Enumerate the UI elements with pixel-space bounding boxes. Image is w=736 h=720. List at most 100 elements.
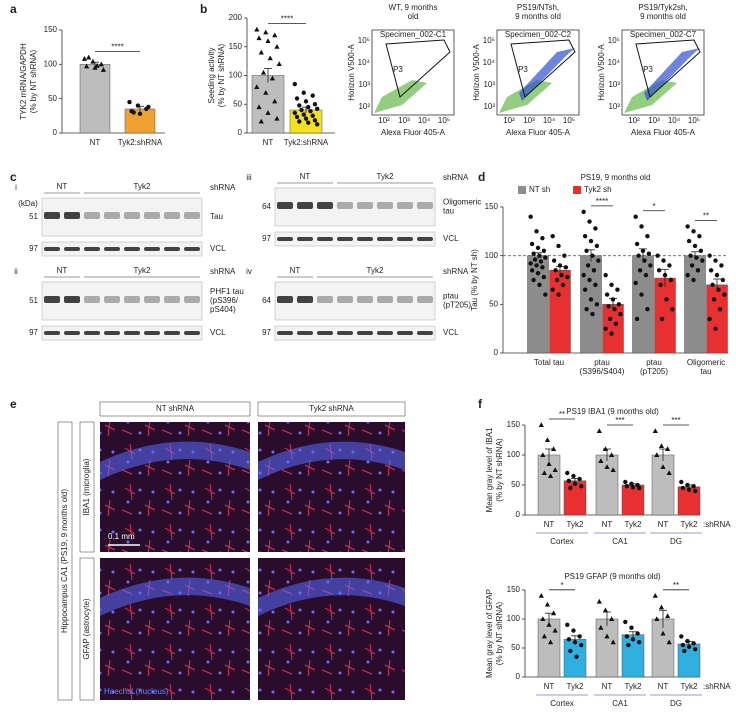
y-tick-label: 10³ (358, 80, 370, 89)
data-point (577, 476, 582, 482)
data-point (566, 478, 572, 483)
data-point (546, 622, 552, 627)
lane-label: shRNA (210, 267, 236, 276)
blot-band (84, 247, 100, 251)
data-point (656, 268, 662, 273)
data-point (560, 282, 566, 288)
x-tick-label: Cortex (550, 537, 574, 546)
gate-label: P3 (393, 65, 403, 74)
blot-band (144, 247, 160, 251)
data-point (661, 258, 666, 263)
specimen-label: Specimen_002-C2 (505, 30, 572, 39)
data-point (528, 261, 533, 266)
data-point (535, 270, 541, 276)
data-point (637, 268, 643, 273)
x-tick-label: ptau (594, 358, 610, 367)
data-point (256, 104, 262, 110)
bar (79, 64, 111, 134)
data-point (563, 265, 569, 270)
region-label: Hippocampus CA1 (PS19, 9 months old) (60, 489, 69, 633)
data-point (642, 258, 647, 263)
data-point (588, 297, 594, 302)
data-point (603, 326, 608, 331)
x-tick-label: 10⁴ (418, 116, 431, 125)
blot-band (64, 296, 80, 303)
data-point (612, 307, 617, 312)
column-header-box (257, 401, 406, 417)
kda-label: 97 (29, 244, 38, 253)
data-point (708, 268, 714, 273)
data-point (713, 258, 718, 263)
data-point (633, 280, 638, 286)
blot-band (337, 331, 353, 335)
row-label: (pS396/ (210, 296, 239, 305)
data-point (274, 115, 280, 121)
data-point (679, 479, 684, 485)
significance: * (652, 202, 655, 211)
data-point (700, 258, 705, 263)
data-point (707, 253, 712, 258)
blot-band (104, 212, 120, 219)
bar (595, 618, 619, 678)
gate (385, 39, 451, 98)
data-point (716, 287, 721, 292)
blot-band (377, 331, 393, 335)
data-point (297, 103, 302, 108)
row-label: (pT205) (443, 301, 471, 310)
data-point (315, 106, 320, 112)
data-point (707, 316, 712, 322)
x-tick-label: Tyk2:shRNA (118, 138, 163, 147)
blot-band (337, 237, 353, 241)
x-tick-label: 10² (503, 116, 515, 125)
blot-band (317, 331, 333, 335)
data-point (301, 112, 306, 117)
region-box (57, 421, 73, 701)
data-point (633, 214, 638, 219)
data-point (581, 209, 586, 215)
x-tick-label: 10⁴ (543, 116, 556, 125)
data-point (127, 99, 132, 105)
data-point (544, 601, 551, 607)
blot-membrane (41, 197, 203, 237)
data-point (254, 26, 260, 32)
row-label: VCL (210, 328, 226, 337)
unit-label: (kDa) (18, 199, 38, 208)
data-point (624, 484, 630, 489)
data-point (691, 641, 696, 646)
data-point (587, 219, 592, 224)
group-label: Tyk2 (377, 172, 394, 181)
lane-label: shRNA (210, 183, 236, 192)
blot-id: i (15, 183, 17, 192)
blue-events (519, 48, 575, 101)
data-point (294, 114, 300, 120)
blot-band (337, 202, 353, 209)
blot-band (184, 331, 200, 335)
gate-label: P3 (643, 65, 653, 74)
data-point (98, 61, 104, 67)
bar-label: Tyk2 (625, 682, 642, 691)
y-tick-label: 150 (507, 420, 521, 429)
x-tick-label: (pT205) (640, 367, 668, 376)
data-point (659, 316, 665, 322)
data-point (685, 482, 690, 488)
data-point (537, 282, 542, 288)
data-point (554, 277, 560, 283)
data-point (547, 639, 554, 645)
data-point (602, 607, 609, 613)
y-axis-label: Seeding activity (207, 47, 216, 103)
y-tick-label: 10⁵ (358, 36, 370, 45)
row-label: VCL (210, 244, 226, 253)
row-label: Oligomeric (443, 198, 481, 207)
blot-band (184, 296, 200, 303)
data-point (565, 622, 570, 627)
y-tick-label: 150 (507, 585, 521, 594)
data-point (598, 458, 604, 463)
x-tick-label: 10⁵ (438, 116, 450, 125)
bar (632, 255, 654, 354)
y-tick-label: 10³ (608, 80, 620, 89)
data-point (565, 470, 570, 476)
blot-band (297, 331, 313, 335)
data-point (610, 467, 616, 472)
data-point (541, 274, 547, 280)
blot-band (84, 296, 100, 303)
